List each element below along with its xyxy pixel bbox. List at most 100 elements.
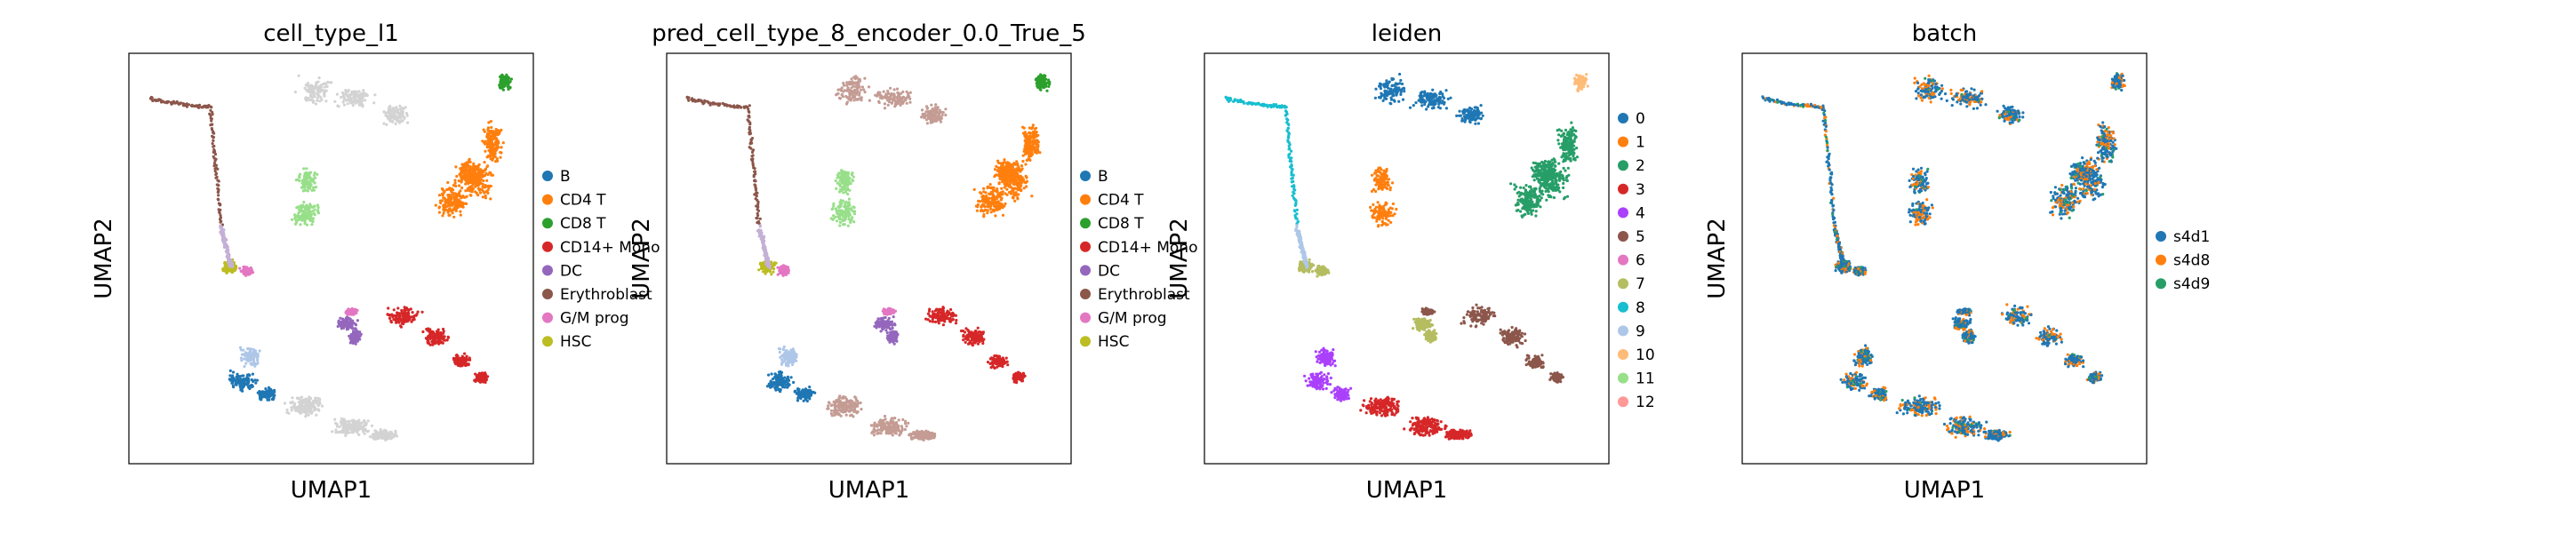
- tcellOrange-point: [482, 170, 485, 173]
- tcellUpper-point: [886, 99, 890, 102]
- tcellOrange-point: [972, 187, 976, 191]
- tcellOrange-point: [477, 182, 482, 186]
- tcellOrange-point: [1012, 187, 1016, 190]
- bBlue-point: [231, 379, 235, 383]
- monoBig-point: [348, 420, 351, 424]
- tcellOrange-point: [464, 189, 468, 193]
- tcellOrange-point: [461, 174, 465, 178]
- redRight-point: [426, 340, 429, 344]
- tcellUpper-point: [312, 94, 316, 98]
- tcellUpper-point: [382, 110, 386, 114]
- bSmall-point: [246, 358, 250, 362]
- redRight-point: [409, 307, 412, 311]
- legend-marker: [542, 289, 553, 299]
- tcellOrange-point: [462, 195, 466, 199]
- tcellOrange-point: [1038, 151, 1042, 155]
- hscStem-point: [770, 273, 773, 276]
- tcellUpper-point: [317, 94, 321, 98]
- monoBig-point: [347, 423, 350, 426]
- tcellOrange-point: [464, 179, 468, 182]
- nk-point: [301, 205, 305, 209]
- tcellOrange-point: [472, 174, 476, 178]
- tcellOrange-point: [494, 141, 498, 145]
- monoBig-point: [333, 418, 337, 421]
- tcellUpper-point: [901, 95, 906, 99]
- bBlue-point: [254, 381, 258, 385]
- y-axis-label: UMAP2: [91, 218, 117, 298]
- tcellUpper-point: [320, 98, 324, 101]
- tcellOrange-point: [998, 169, 1002, 172]
- legend-marker: [542, 218, 553, 229]
- cd8-point: [1038, 77, 1043, 81]
- tcellOrange-point: [474, 165, 477, 169]
- tcellUpper-point: [860, 85, 865, 89]
- cd8-point: [1042, 78, 1045, 82]
- tcellOrange-point: [467, 188, 470, 192]
- monoBig-point: [334, 428, 338, 432]
- redRight-point: [453, 361, 457, 364]
- tcellUpper-point: [316, 96, 319, 99]
- redRight-point: [460, 360, 463, 363]
- tcellOrange-point: [448, 207, 452, 211]
- monoBig-point: [361, 425, 364, 428]
- tcellOrange-point: [479, 178, 483, 181]
- nk-point: [312, 179, 316, 183]
- nk-point: [852, 220, 856, 224]
- tcellOrange-point: [445, 187, 449, 192]
- dc-point: [349, 322, 353, 325]
- nk-point: [836, 205, 840, 209]
- tcellOrange-point: [467, 176, 470, 179]
- tcellOrange-point: [1033, 127, 1036, 131]
- tcellOrange-point: [485, 146, 489, 149]
- tcellUpper-point: [395, 106, 398, 109]
- bSmall-point: [246, 352, 250, 355]
- nk-point: [832, 202, 836, 205]
- tcellOrange-point: [452, 184, 455, 187]
- tcellOrange-point: [475, 191, 478, 195]
- bSmall-point: [778, 350, 781, 354]
- bSmall-point: [244, 353, 247, 356]
- bBlue-point: [252, 379, 255, 383]
- hscStem-point: [223, 264, 227, 267]
- monoBig-point: [318, 397, 322, 401]
- tcellOrange-point: [996, 161, 1000, 164]
- dc-point: [343, 320, 348, 324]
- plot-frame: [128, 52, 534, 465]
- bBlue-point: [228, 378, 233, 382]
- dc-point: [353, 335, 356, 338]
- tcellUpper-point: [852, 99, 856, 102]
- monoBig-point: [314, 396, 317, 400]
- tcellOrange-point: [1034, 142, 1037, 146]
- tcellUpper-point: [852, 96, 857, 99]
- tcellOrange-point: [996, 187, 999, 191]
- tcellOrange-point: [499, 150, 502, 155]
- nk-point: [302, 201, 306, 204]
- monoBig-point: [376, 434, 380, 437]
- redRight-point: [387, 306, 390, 310]
- cd8-point: [509, 77, 514, 81]
- tcellUpper-point: [920, 108, 924, 112]
- legend-marker: [542, 241, 553, 252]
- tcellOrange-point: [993, 168, 997, 171]
- dc-point: [356, 319, 359, 322]
- nk-point: [305, 223, 308, 227]
- bBlue-point: [236, 372, 239, 376]
- bSmall-point: [240, 353, 244, 356]
- tcellUpper-point: [867, 85, 871, 89]
- bSmall-point: [252, 357, 256, 361]
- tcellUpper-point: [877, 99, 881, 103]
- nk-point: [843, 187, 846, 191]
- cd8-point: [504, 78, 508, 82]
- tcellUpper-point: [934, 119, 939, 123]
- tcellOrange-point: [1016, 196, 1020, 200]
- cd8-point: [507, 87, 510, 91]
- tcellUpper-point: [924, 114, 927, 117]
- nk-point: [294, 220, 299, 225]
- tcellOrange-point: [486, 173, 490, 177]
- bBlue-point: [261, 392, 265, 395]
- redRight-point: [388, 316, 392, 320]
- nk-point: [849, 207, 853, 211]
- monoBig-point: [359, 421, 363, 426]
- tcellOrange-point: [478, 175, 482, 179]
- tcellOrange-point: [468, 180, 472, 184]
